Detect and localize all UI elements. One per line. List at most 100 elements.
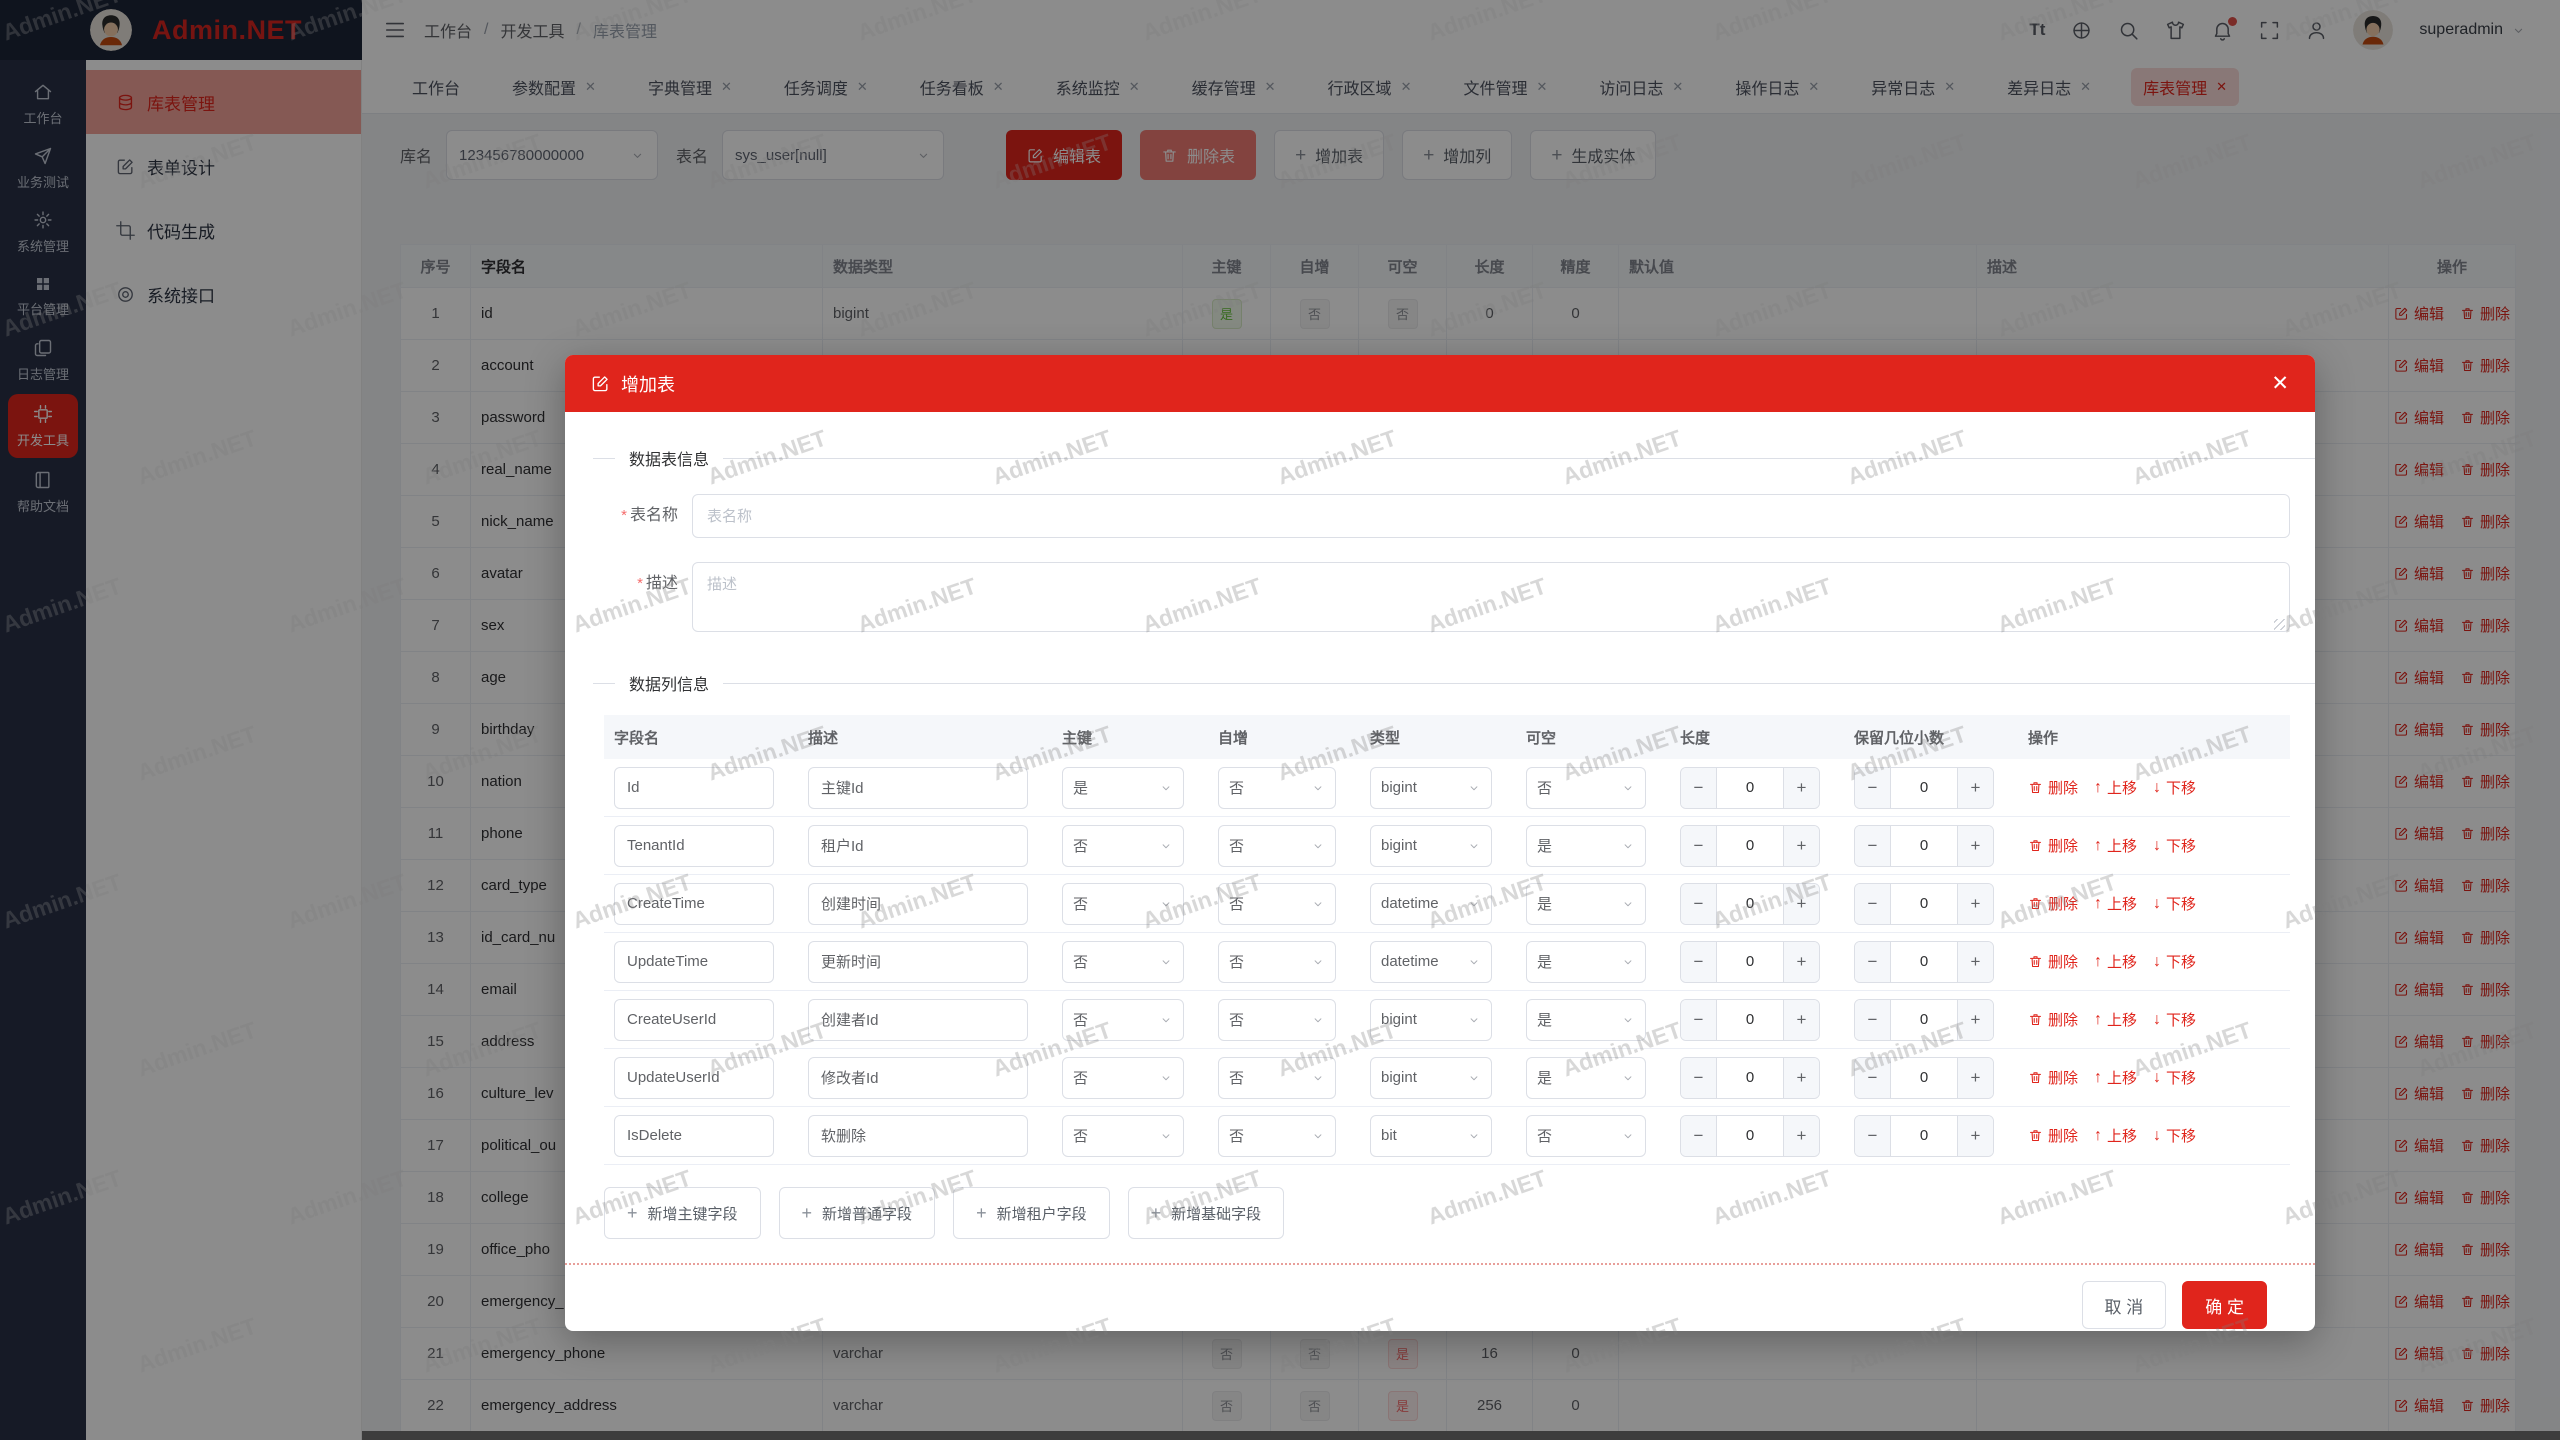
- column-desc-input[interactable]: [808, 882, 1028, 925]
- tab-close-icon[interactable]: ✕: [1128, 78, 1140, 94]
- auto-increment-select[interactable]: 否: [1218, 998, 1336, 1041]
- sidebar-item-platform-mgmt[interactable]: 平台管理: [0, 264, 86, 328]
- stepper-value[interactable]: 0: [1919, 1127, 1929, 1144]
- primary-key-select[interactable]: 否: [1062, 998, 1184, 1041]
- add-field-button[interactable]: + 新增租户字段: [953, 1187, 1110, 1239]
- add-field-button[interactable]: + 新增普通字段: [778, 1187, 936, 1239]
- user-avatar[interactable]: [2353, 10, 2394, 50]
- plus-button[interactable]: +: [1957, 825, 1993, 866]
- add-column-button[interactable]: + 增加列: [1402, 130, 1513, 180]
- primary-key-select[interactable]: 是: [1062, 766, 1184, 809]
- column-name-input[interactable]: [614, 1114, 774, 1157]
- column-move-up-button[interactable]: ↑ 上移: [2094, 1125, 2137, 1146]
- sidebar-item-workbench[interactable]: 工作台: [0, 72, 86, 136]
- minus-button[interactable]: −: [1681, 1057, 1717, 1098]
- row-delete-button[interactable]: 删除: [2460, 667, 2510, 688]
- notification-icon[interactable]: [2212, 16, 2238, 41]
- column-desc-input[interactable]: [808, 998, 1028, 1041]
- minus-button[interactable]: −: [1681, 767, 1717, 808]
- tab[interactable]: 字典管理 ✕: [636, 68, 744, 106]
- minus-button[interactable]: −: [1681, 883, 1717, 924]
- row-delete-button[interactable]: 删除: [2460, 615, 2510, 636]
- nullable-select[interactable]: 否: [1526, 766, 1646, 809]
- tab[interactable]: 参数配置 ✕: [500, 68, 608, 106]
- tab-close-icon[interactable]: ✕: [1808, 78, 1820, 94]
- plus-button[interactable]: +: [1957, 941, 1993, 982]
- add-field-button[interactable]: + 新增基础字段: [1127, 1187, 1285, 1239]
- column-name-input[interactable]: [614, 766, 774, 809]
- tab-close-icon[interactable]: ✕: [1400, 78, 1412, 94]
- stepper-value[interactable]: 0: [1919, 953, 1929, 970]
- column-delete-button[interactable]: 删除: [2028, 1009, 2078, 1030]
- plus-button[interactable]: +: [1783, 1057, 1819, 1098]
- row-delete-button[interactable]: 删除: [2460, 1135, 2510, 1156]
- nullable-select[interactable]: 是: [1526, 824, 1646, 867]
- stepper-value[interactable]: 0: [1745, 1069, 1755, 1086]
- row-edit-button[interactable]: 编辑: [2394, 1395, 2444, 1416]
- font-size-icon[interactable]: Tt: [2029, 20, 2046, 39]
- stepper-value[interactable]: 0: [1919, 895, 1929, 912]
- tab-close-icon[interactable]: ✕: [1264, 78, 1276, 94]
- row-edit-button[interactable]: 编辑: [2394, 927, 2444, 948]
- resize-handle-icon[interactable]: [2274, 619, 2285, 630]
- generate-entity-button[interactable]: + 生成实体: [1530, 130, 1657, 180]
- row-delete-button[interactable]: 删除: [2460, 1031, 2510, 1052]
- fullscreen-icon[interactable]: [2259, 20, 2280, 41]
- submenu-item-code-gen[interactable]: 代码生成: [86, 198, 361, 262]
- row-edit-button[interactable]: 编辑: [2394, 823, 2444, 844]
- auto-increment-select[interactable]: 否: [1218, 1114, 1336, 1157]
- submenu-item-form-design[interactable]: 表单设计: [86, 134, 361, 198]
- column-move-down-button[interactable]: ↓ 下移: [2153, 1009, 2196, 1030]
- plus-button[interactable]: +: [1783, 941, 1819, 982]
- submenu-item-system-api[interactable]: 系统接口: [86, 262, 361, 326]
- stepper-value[interactable]: 0: [1745, 895, 1755, 912]
- row-delete-button[interactable]: 删除: [2460, 407, 2510, 428]
- row-edit-button[interactable]: 编辑: [2394, 511, 2444, 532]
- row-edit-button[interactable]: 编辑: [2394, 615, 2444, 636]
- row-delete-button[interactable]: 删除: [2460, 927, 2510, 948]
- plus-button[interactable]: +: [1957, 767, 1993, 808]
- row-edit-button[interactable]: 编辑: [2394, 979, 2444, 1000]
- column-move-up-button[interactable]: ↑ 上移: [2094, 835, 2137, 856]
- tab-close-icon[interactable]: ✕: [720, 78, 732, 94]
- confirm-button[interactable]: 确 定: [2182, 1281, 2267, 1329]
- sidebar-item-log-mgmt[interactable]: 日志管理: [0, 328, 86, 392]
- column-desc-input[interactable]: [808, 940, 1028, 983]
- row-edit-button[interactable]: 编辑: [2394, 667, 2444, 688]
- column-move-up-button[interactable]: ↑ 上移: [2094, 893, 2137, 914]
- column-desc-input[interactable]: [808, 1114, 1028, 1157]
- tab[interactable]: 库表管理 ✕: [2131, 67, 2239, 106]
- plus-button[interactable]: +: [1783, 767, 1819, 808]
- row-delete-button[interactable]: 删除: [2460, 1187, 2510, 1208]
- data-type-select[interactable]: bit: [1370, 1114, 1492, 1157]
- column-delete-button[interactable]: 删除: [2028, 1125, 2078, 1146]
- row-edit-button[interactable]: 编辑: [2394, 1031, 2444, 1052]
- row-delete-button[interactable]: 删除: [2460, 875, 2510, 896]
- column-desc-input[interactable]: [808, 1056, 1028, 1099]
- database-select[interactable]: 123456780000000: [446, 130, 659, 180]
- data-type-select[interactable]: datetime: [1370, 882, 1492, 925]
- row-edit-button[interactable]: 编辑: [2394, 1343, 2444, 1364]
- nullable-select[interactable]: 否: [1526, 1114, 1646, 1157]
- primary-key-select[interactable]: 否: [1062, 824, 1184, 867]
- data-type-select[interactable]: bigint: [1370, 1056, 1492, 1099]
- minus-button[interactable]: −: [1681, 1115, 1717, 1156]
- column-name-input[interactable]: [614, 998, 774, 1041]
- add-table-button[interactable]: + 增加表: [1274, 130, 1385, 180]
- edit-table-button[interactable]: 编辑表: [1006, 130, 1123, 180]
- plus-button[interactable]: +: [1957, 1115, 1993, 1156]
- row-edit-button[interactable]: 编辑: [2394, 1291, 2444, 1312]
- minus-button[interactable]: −: [1855, 1115, 1891, 1156]
- primary-key-select[interactable]: 否: [1062, 940, 1184, 983]
- row-delete-button[interactable]: 删除: [2460, 511, 2510, 532]
- tab-close-icon[interactable]: ✕: [992, 78, 1004, 94]
- nullable-select[interactable]: 是: [1526, 940, 1646, 983]
- row-delete-button[interactable]: 删除: [2460, 355, 2510, 376]
- column-delete-button[interactable]: 删除: [2028, 835, 2078, 856]
- tab[interactable]: 缓存管理 ✕: [1180, 68, 1288, 106]
- minus-button[interactable]: −: [1855, 883, 1891, 924]
- add-field-button[interactable]: + 新增主键字段: [604, 1187, 761, 1239]
- column-move-down-button[interactable]: ↓ 下移: [2153, 777, 2196, 798]
- data-type-select[interactable]: bigint: [1370, 824, 1492, 867]
- search-icon[interactable]: [2118, 20, 2139, 41]
